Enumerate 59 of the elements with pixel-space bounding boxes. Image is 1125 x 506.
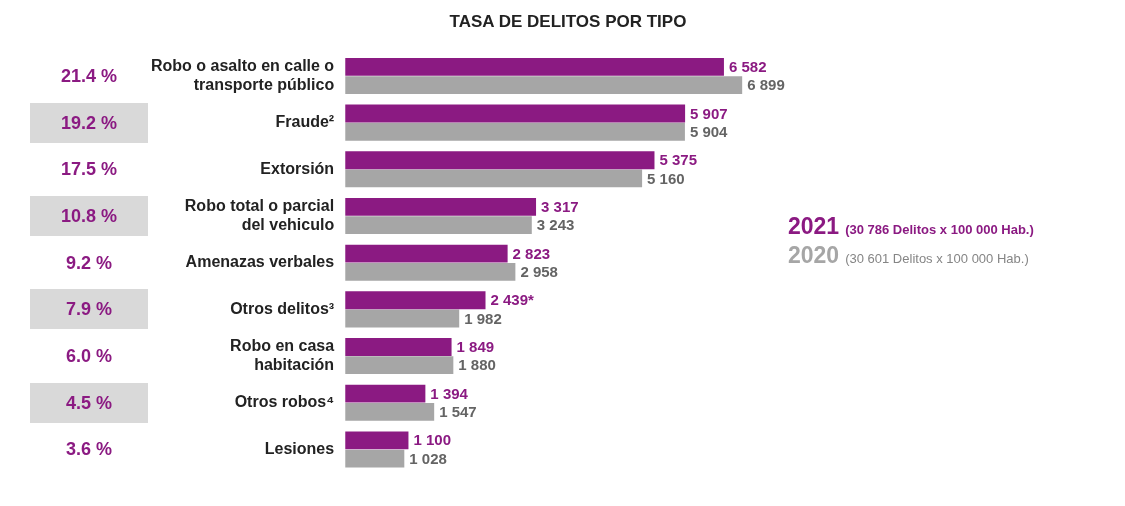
bar (345, 309, 460, 328)
data-label: 2 958 (520, 262, 558, 280)
data-label: 3 243 (536, 216, 575, 234)
data-label: 6 582 (728, 57, 767, 75)
text: 9.2 % (65, 251, 113, 275)
bar (345, 431, 409, 450)
text: 4.5 % (30, 382, 148, 423)
bar (345, 338, 452, 356)
y-tick-label: Fraude² (275, 113, 335, 131)
bar (345, 122, 685, 141)
data-label: 3 317 (541, 198, 579, 216)
y-tick-label: Robo total o parcial del vehiculo (184, 196, 335, 234)
bar (345, 384, 426, 403)
y-tick-label: Robo en casa habitación (230, 336, 335, 374)
bar (345, 449, 405, 468)
y-tick-label: Amenazas verbales (185, 253, 335, 271)
data-label: 1 982 (464, 309, 502, 327)
bar (345, 169, 643, 188)
text: 17.5 % (59, 158, 118, 182)
data-label: 5 375 (659, 151, 698, 169)
y-tick-label: Robo o asalto en calle o transporte público (150, 56, 335, 93)
bar (345, 216, 532, 235)
y-tick-label: Otros delitos³ (230, 299, 335, 317)
text: (30 786 Delitos x 100 000 Hab.) (845, 222, 1034, 237)
text: 3.6 % (65, 438, 113, 462)
bar (345, 291, 486, 310)
text: 2021 (788, 213, 840, 239)
y-tick-label: Extorsión (260, 159, 335, 177)
bar (345, 197, 537, 216)
data-label: 1 100 (413, 431, 451, 449)
text: 6.0 % (65, 345, 113, 369)
bar (345, 104, 686, 123)
data-label: 2 439* (490, 291, 535, 309)
bar (345, 57, 724, 76)
chart-title: TASA DE DELITOS POR TIPO (448, 12, 688, 32)
data-label: 6 899 (747, 76, 785, 94)
text: 19.2 % (30, 102, 148, 143)
text: 2020 (788, 242, 840, 268)
data-label: 5 907 (690, 104, 728, 122)
text: 21.4 % (59, 64, 118, 88)
bar (345, 244, 508, 263)
bar (345, 151, 655, 170)
data-label: 2 823 (512, 244, 551, 262)
bar (345, 356, 454, 375)
data-label: 1 394 (430, 384, 469, 402)
data-label: 1 849 (456, 338, 495, 356)
data-label: 5 904 (689, 122, 729, 140)
data-label: 5 160 (647, 169, 685, 187)
bar (345, 402, 435, 421)
data-label: 1 547 (439, 403, 477, 421)
data-label: 1 880 (458, 356, 496, 374)
bar (345, 76, 743, 94)
text: 7.9 % (30, 289, 148, 330)
text: 10.8 % (30, 196, 148, 236)
y-tick-label: Otros robos⁴ (234, 393, 335, 411)
data-label: 1 028 (409, 449, 447, 467)
bar (345, 262, 516, 281)
text: (30 601 Delitos x 100 000 Hab.) (845, 251, 1029, 266)
y-tick-label: Lesiones (264, 439, 335, 457)
